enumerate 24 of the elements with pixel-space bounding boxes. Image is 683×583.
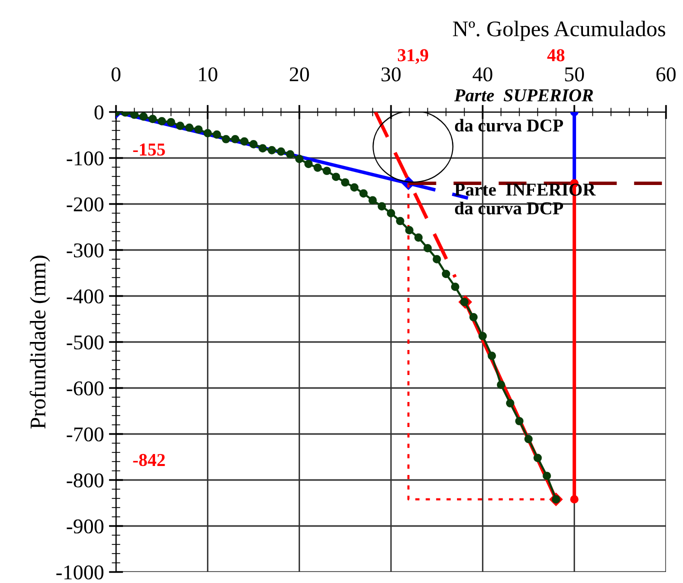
- y-tick-label: -1000: [56, 565, 104, 580]
- x-tick-label: 0: [112, 67, 120, 82]
- text: 48: [547, 49, 564, 62]
- x-tick-label: 20: [290, 67, 309, 82]
- x-tick-label: 30: [382, 67, 401, 82]
- y-tick-label: -600: [66, 381, 104, 396]
- x-tick-label: 50: [565, 67, 584, 82]
- text: 31,9: [398, 49, 428, 64]
- y-tick-label: -400: [66, 289, 104, 304]
- x-tick-label: 40: [472, 67, 492, 82]
- y-tick-label: -300: [66, 243, 104, 258]
- x-tick-label: 10: [199, 67, 218, 82]
- annotation: -155: [133, 144, 165, 156]
- y-tick-label: -800: [66, 473, 104, 488]
- y-tick-label: -700: [66, 427, 104, 442]
- x-axis-title: Nº. Golpes Acumulados: [452, 20, 666, 41]
- y-axis-title: Profundidade (mm): [30, 256, 50, 429]
- y-tick-label: -900: [66, 519, 104, 534]
- annotation: -842: [133, 454, 165, 466]
- y-tick-label: -500: [66, 335, 104, 350]
- y-tick-label: 0: [94, 105, 104, 120]
- y-tick-label: -200: [66, 197, 104, 212]
- y-tick-label: -100: [66, 151, 104, 166]
- x-tick-label: 60: [656, 67, 676, 82]
